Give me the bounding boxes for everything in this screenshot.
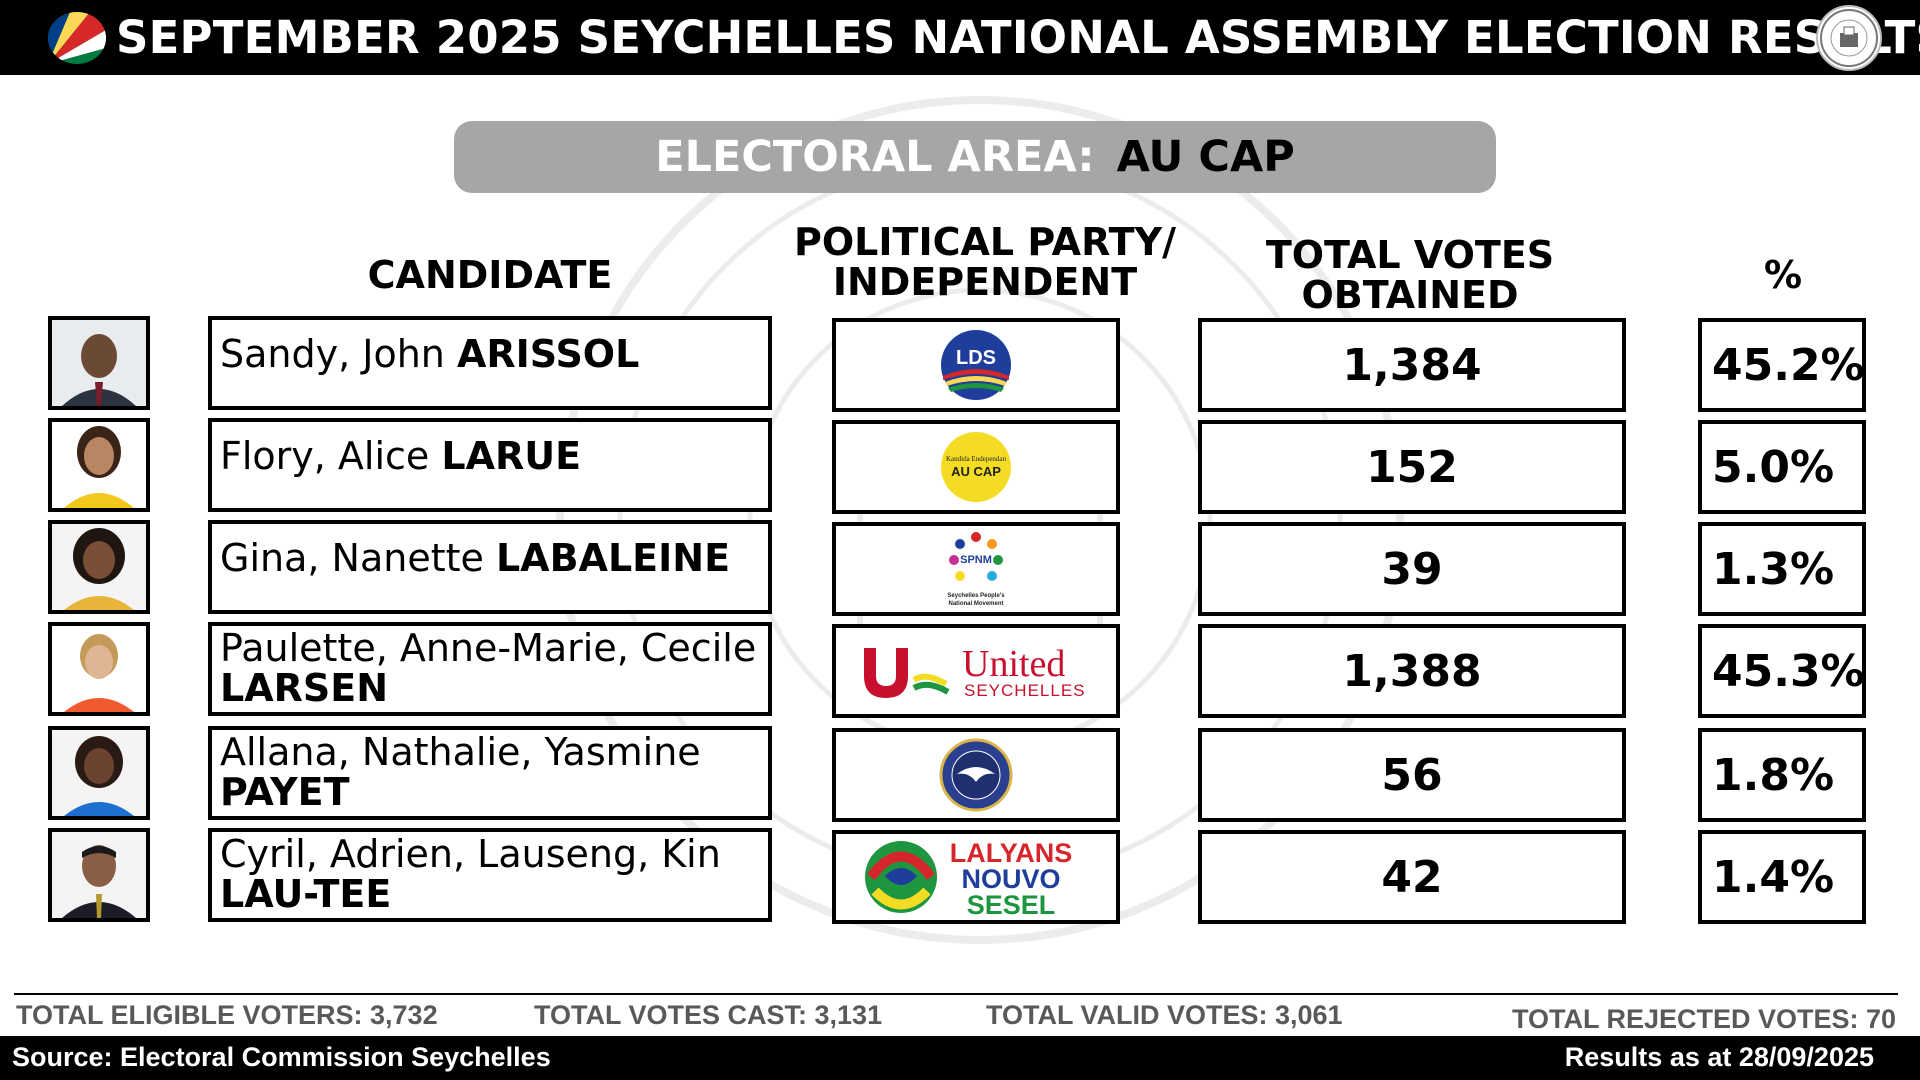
total-votes: 42 <box>1198 830 1626 924</box>
lns-logo-line2: NOUVO <box>961 864 1060 894</box>
lns-logo-line1: LALYANS <box>950 838 1073 868</box>
vote-percent: 1.3% <box>1698 522 1866 616</box>
candidate-name: Cyril, Adrien, Lauseng, Kin LAU-TEE <box>208 828 772 922</box>
candidate-surname: LAU-TEE <box>220 872 392 916</box>
candidate-name: Sandy, John ARISSOL <box>208 316 772 410</box>
candidate-photo <box>48 418 150 512</box>
spnm-logo-text: SPNM <box>960 554 992 566</box>
total-votes-cast: TOTAL VOTES CAST: 3,131 <box>534 1000 883 1030</box>
total-votes: 56 <box>1198 728 1626 822</box>
aucap-logo-big-text: AU CAP <box>951 464 1001 479</box>
party-logo-lds: LDS <box>832 318 1120 412</box>
candidate-row: Sandy, John ARISSOL LDS 1,384 45.2% <box>0 316 1920 412</box>
party-logo-lalyans-nouvo-sesel: LALYANS NOUVO SESEL <box>832 830 1120 924</box>
electoral-area-banner: ELECTORAL AREA: AU CAP <box>454 121 1496 193</box>
candidate-name: Allana, Nathalie, Yasmine PAYET <box>208 726 772 820</box>
candidate-given-names: Flory, Alice <box>220 434 442 478</box>
party-logo-united-seychelles: US United SEYCHELLES <box>832 624 1120 718</box>
column-header-candidate: CANDIDATE <box>367 253 613 297</box>
total-votes: 39 <box>1198 522 1626 616</box>
column-header-votes-line2: OBTAINED <box>1301 273 1519 317</box>
candidate-surname: LABALEINE <box>495 536 731 580</box>
candidate-name: Gina, Nanette LABALEINE <box>208 520 772 614</box>
candidate-given-names: Cyril, Adrien, Lauseng, Kin <box>220 832 721 876</box>
header-bar: SEPTEMBER 2025 SEYCHELLES NATIONAL ASSEM… <box>0 0 1920 75</box>
candidate-surname: LARUE <box>441 434 582 478</box>
candidate-photo <box>48 828 150 922</box>
candidate-name: Flory, Alice LARUE <box>208 418 772 512</box>
column-header-party-line2: INDEPENDENT <box>832 260 1138 304</box>
candidate-given-names: Paulette, Anne-Marie, Cecile <box>220 626 757 670</box>
seychelles-flag-icon <box>48 12 106 64</box>
column-header-percent: % <box>1763 253 1803 297</box>
column-header-party: POLITICAL PARTY/ INDEPENDENT <box>790 222 1180 302</box>
spnm-logo-subtext-2: National Movement <box>948 601 1003 607</box>
candidate-surname: ARISSOL <box>456 332 640 376</box>
candidate-photo <box>48 316 150 410</box>
candidate-row: Flory, Alice LARUE Kandida Endependan AU… <box>0 418 1920 514</box>
totals-divider <box>14 993 1898 995</box>
party-logo-eagle-emblem <box>832 728 1120 822</box>
total-eligible-voters: TOTAL ELIGIBLE VOTERS: 3,732 <box>16 1000 438 1030</box>
vote-percent: 45.2% <box>1698 318 1866 412</box>
candidate-name: Paulette, Anne-Marie, Cecile LARSEN <box>208 622 772 716</box>
aucap-logo-small-text: Kandida Endependan <box>946 455 1007 463</box>
candidate-photo <box>48 622 150 716</box>
candidate-photo <box>48 726 150 820</box>
total-votes: 152 <box>1198 420 1626 514</box>
candidate-row: Gina, Nanette LABALEINE SPNM Seychelles … <box>0 520 1920 616</box>
spnm-logo-subtext-1: Seychelles People's <box>947 593 1005 599</box>
results-as-at: Results as at 28/09/2025 <box>1564 1042 1874 1072</box>
source-credit: Source: Electoral Commission Seychelles <box>12 1042 551 1072</box>
electoral-area-label: ELECTORAL AREA: <box>655 132 1095 182</box>
vote-percent: 45.3% <box>1698 624 1866 718</box>
total-votes: 1,388 <box>1198 624 1626 718</box>
column-header-party-line1: POLITICAL PARTY/ <box>794 220 1176 264</box>
candidate-given-names: Gina, Nanette <box>220 536 496 580</box>
vote-percent: 1.8% <box>1698 728 1866 822</box>
candidate-row: Allana, Nathalie, Yasmine PAYET 56 1.8% <box>0 726 1920 822</box>
us-logo-word-seychelles: SEYCHELLES <box>964 681 1086 700</box>
candidate-surname: LARSEN <box>220 666 389 710</box>
vote-percent: 1.4% <box>1698 830 1866 924</box>
electoral-area-value: AU CAP <box>1116 132 1295 182</box>
candidate-given-names: Allana, Nathalie, Yasmine <box>220 730 701 774</box>
us-logo-word-united: United <box>962 643 1065 685</box>
column-header-votes-line1: TOTAL VOTES <box>1265 233 1555 277</box>
page-title: SEPTEMBER 2025 SEYCHELLES NATIONAL ASSEM… <box>116 11 1920 64</box>
electoral-commission-seal-icon <box>1816 5 1882 71</box>
footer-bar: Source: Electoral Commission Seychelles … <box>0 1036 1920 1080</box>
lds-logo-text: LDS <box>956 347 996 369</box>
total-valid-votes: TOTAL VALID VOTES: 3,061 <box>986 1000 1343 1030</box>
candidate-row: Paulette, Anne-Marie, Cecile LARSEN US U… <box>0 622 1920 718</box>
vote-percent: 5.0% <box>1698 420 1866 514</box>
lns-logo-line3: SESEL <box>967 890 1056 918</box>
party-logo-independent-au-cap: Kandida Endependan AU CAP <box>832 420 1120 514</box>
candidate-photo <box>48 520 150 614</box>
total-rejected-votes: TOTAL REJECTED VOTES: 70 <box>1512 1004 1897 1034</box>
column-header-votes: TOTAL VOTES OBTAINED <box>1230 235 1590 315</box>
total-votes: 1,384 <box>1198 318 1626 412</box>
candidate-surname: PAYET <box>220 770 350 814</box>
candidate-row: Cyril, Adrien, Lauseng, Kin LAU-TEE LALY… <box>0 828 1920 924</box>
candidate-given-names: Sandy, John <box>220 332 457 376</box>
party-logo-spnm: SPNM Seychelles People's National Moveme… <box>832 522 1120 616</box>
